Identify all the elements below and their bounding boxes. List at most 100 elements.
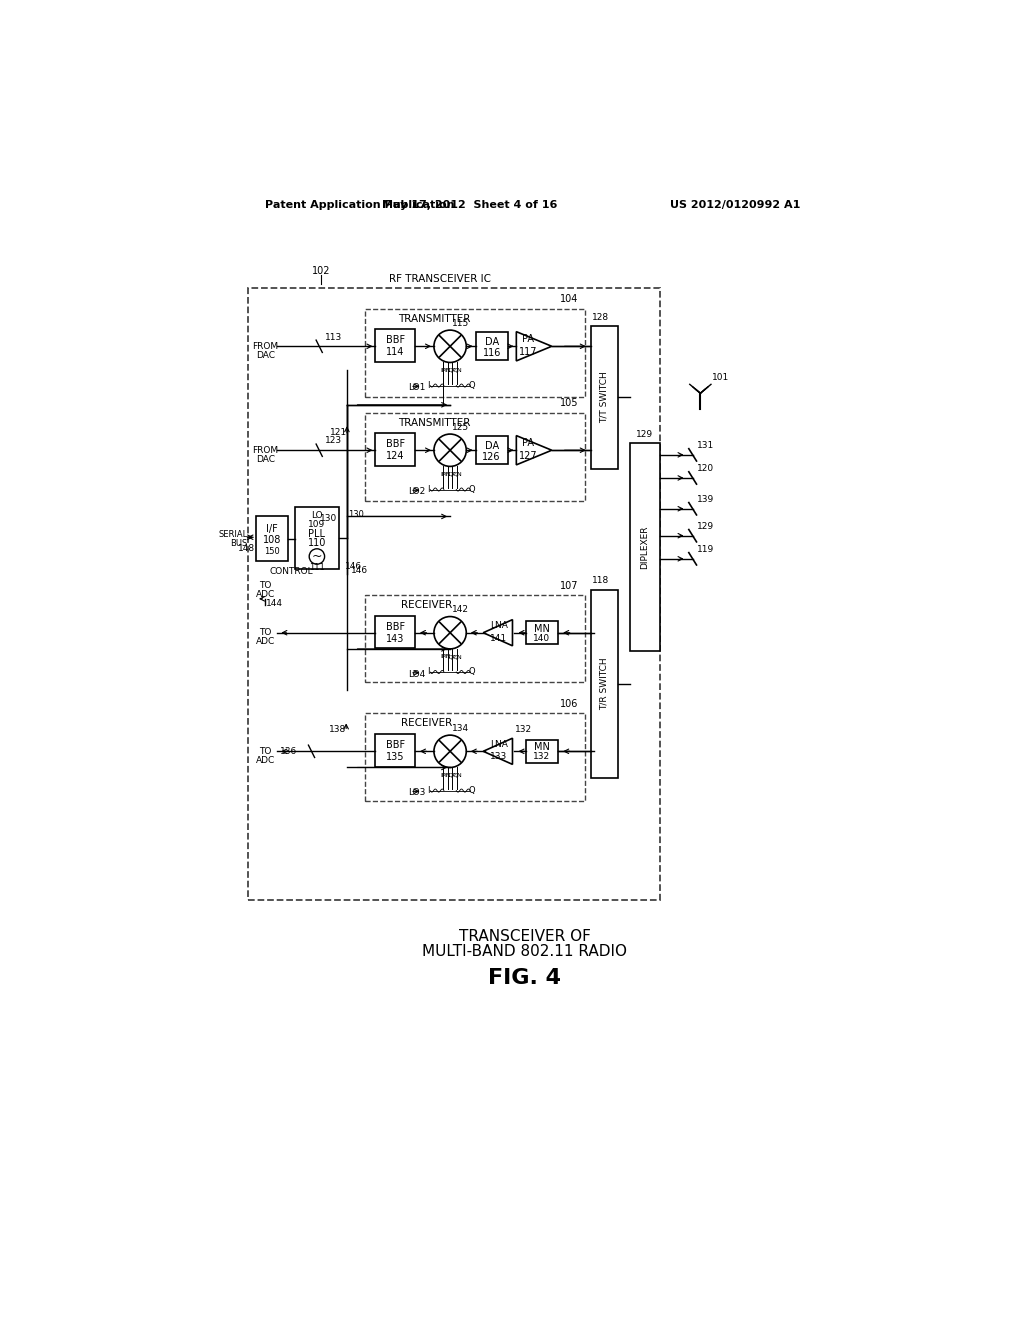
Text: 111: 111 — [309, 562, 325, 572]
Text: 128: 128 — [592, 313, 609, 322]
Text: US 2012/0120992 A1: US 2012/0120992 A1 — [670, 199, 801, 210]
Text: 144: 144 — [266, 599, 283, 609]
Polygon shape — [483, 619, 512, 645]
Circle shape — [434, 616, 466, 649]
Bar — [525, 622, 558, 644]
Text: 113: 113 — [325, 333, 342, 342]
Text: 129: 129 — [636, 429, 653, 438]
Text: QN: QN — [453, 471, 462, 477]
Text: MULTI-BAND 802.11 RADIO: MULTI-BAND 802.11 RADIO — [422, 944, 628, 960]
Text: 118: 118 — [592, 576, 609, 585]
Text: 148: 148 — [238, 544, 255, 553]
Text: 108: 108 — [263, 535, 282, 545]
Bar — [248, 288, 659, 900]
Text: MN: MN — [534, 742, 550, 752]
Text: 120: 120 — [696, 465, 714, 473]
Bar — [366, 309, 585, 397]
Polygon shape — [516, 331, 552, 360]
Text: 101: 101 — [712, 374, 729, 383]
Text: May 17, 2012  Sheet 4 of 16: May 17, 2012 Sheet 4 of 16 — [382, 199, 557, 210]
Text: 109: 109 — [308, 520, 326, 528]
Text: QN: QN — [453, 655, 462, 659]
Text: LO1: LO1 — [408, 383, 425, 392]
Text: 126: 126 — [482, 453, 501, 462]
Text: PA: PA — [522, 438, 534, 449]
Text: 133: 133 — [490, 752, 507, 762]
Text: Q: Q — [468, 668, 475, 676]
Text: 117: 117 — [518, 347, 538, 356]
Text: SERIAL: SERIAL — [218, 529, 248, 539]
Text: LNA: LNA — [489, 622, 508, 630]
Text: 131: 131 — [696, 441, 714, 450]
Text: LO3: LO3 — [408, 788, 425, 797]
Text: RF TRANSCEIVER IC: RF TRANSCEIVER IC — [389, 273, 492, 284]
Text: QN: QN — [453, 772, 462, 777]
Text: 129: 129 — [696, 521, 714, 531]
Text: BBF: BBF — [386, 622, 406, 631]
Text: BUS: BUS — [230, 539, 248, 548]
Bar — [366, 595, 585, 682]
Bar — [591, 590, 617, 779]
Text: 134: 134 — [453, 723, 470, 733]
Text: 106: 106 — [560, 698, 579, 709]
Text: I: I — [427, 668, 430, 676]
Text: I: I — [427, 787, 430, 795]
Text: 136: 136 — [280, 747, 297, 756]
Text: ADC: ADC — [256, 590, 274, 599]
Text: 115: 115 — [453, 318, 470, 327]
Text: DIPLEXER: DIPLEXER — [640, 525, 649, 569]
Text: 124: 124 — [386, 451, 404, 462]
Text: TO: TO — [259, 581, 271, 590]
Text: 114: 114 — [386, 347, 404, 358]
Text: FROM: FROM — [252, 446, 279, 454]
Text: RECEIVER: RECEIVER — [401, 718, 453, 727]
Text: QP: QP — [449, 368, 457, 372]
Text: Q: Q — [468, 484, 475, 494]
Text: TO: TO — [259, 628, 271, 638]
Bar — [376, 433, 416, 466]
Text: MN: MN — [534, 624, 550, 634]
Text: I: I — [427, 484, 430, 494]
Text: TRANSCEIVER OF: TRANSCEIVER OF — [459, 928, 591, 944]
Text: 146: 146 — [351, 566, 368, 574]
Text: BBF: BBF — [386, 440, 406, 449]
Text: TRANSMITTER: TRANSMITTER — [398, 417, 471, 428]
Bar — [376, 734, 416, 767]
Text: 140: 140 — [534, 634, 550, 643]
Text: 121: 121 — [330, 428, 347, 437]
Text: FIG. 4: FIG. 4 — [488, 969, 561, 989]
Circle shape — [434, 330, 466, 363]
Text: IP: IP — [440, 655, 445, 659]
Text: IN: IN — [444, 772, 452, 777]
Bar — [475, 437, 508, 465]
Text: ~: ~ — [311, 550, 323, 564]
Text: 105: 105 — [560, 399, 579, 408]
Text: 143: 143 — [386, 634, 404, 644]
Text: 135: 135 — [386, 752, 404, 763]
Text: TO: TO — [259, 747, 271, 756]
Polygon shape — [483, 738, 512, 764]
Text: 127: 127 — [518, 450, 538, 461]
Text: ADC: ADC — [256, 638, 274, 647]
Text: 139: 139 — [696, 495, 714, 504]
Text: 102: 102 — [311, 265, 330, 276]
Text: I/F: I/F — [266, 524, 279, 533]
Polygon shape — [516, 436, 552, 465]
Text: 104: 104 — [560, 294, 579, 305]
Text: 146: 146 — [345, 562, 361, 572]
Text: DAC: DAC — [256, 455, 274, 463]
Text: RECEIVER: RECEIVER — [401, 601, 453, 610]
Bar — [376, 330, 416, 362]
Text: DA: DA — [484, 441, 499, 451]
Text: DA: DA — [484, 338, 499, 347]
Bar — [475, 333, 508, 360]
Text: LO2: LO2 — [408, 487, 425, 496]
Bar — [376, 615, 416, 648]
Text: 119: 119 — [696, 545, 714, 554]
Text: IP: IP — [440, 368, 445, 372]
Text: Q: Q — [468, 381, 475, 389]
Text: IP: IP — [440, 471, 445, 477]
Circle shape — [309, 549, 325, 564]
Text: 116: 116 — [482, 348, 501, 358]
Text: 138: 138 — [329, 725, 346, 734]
